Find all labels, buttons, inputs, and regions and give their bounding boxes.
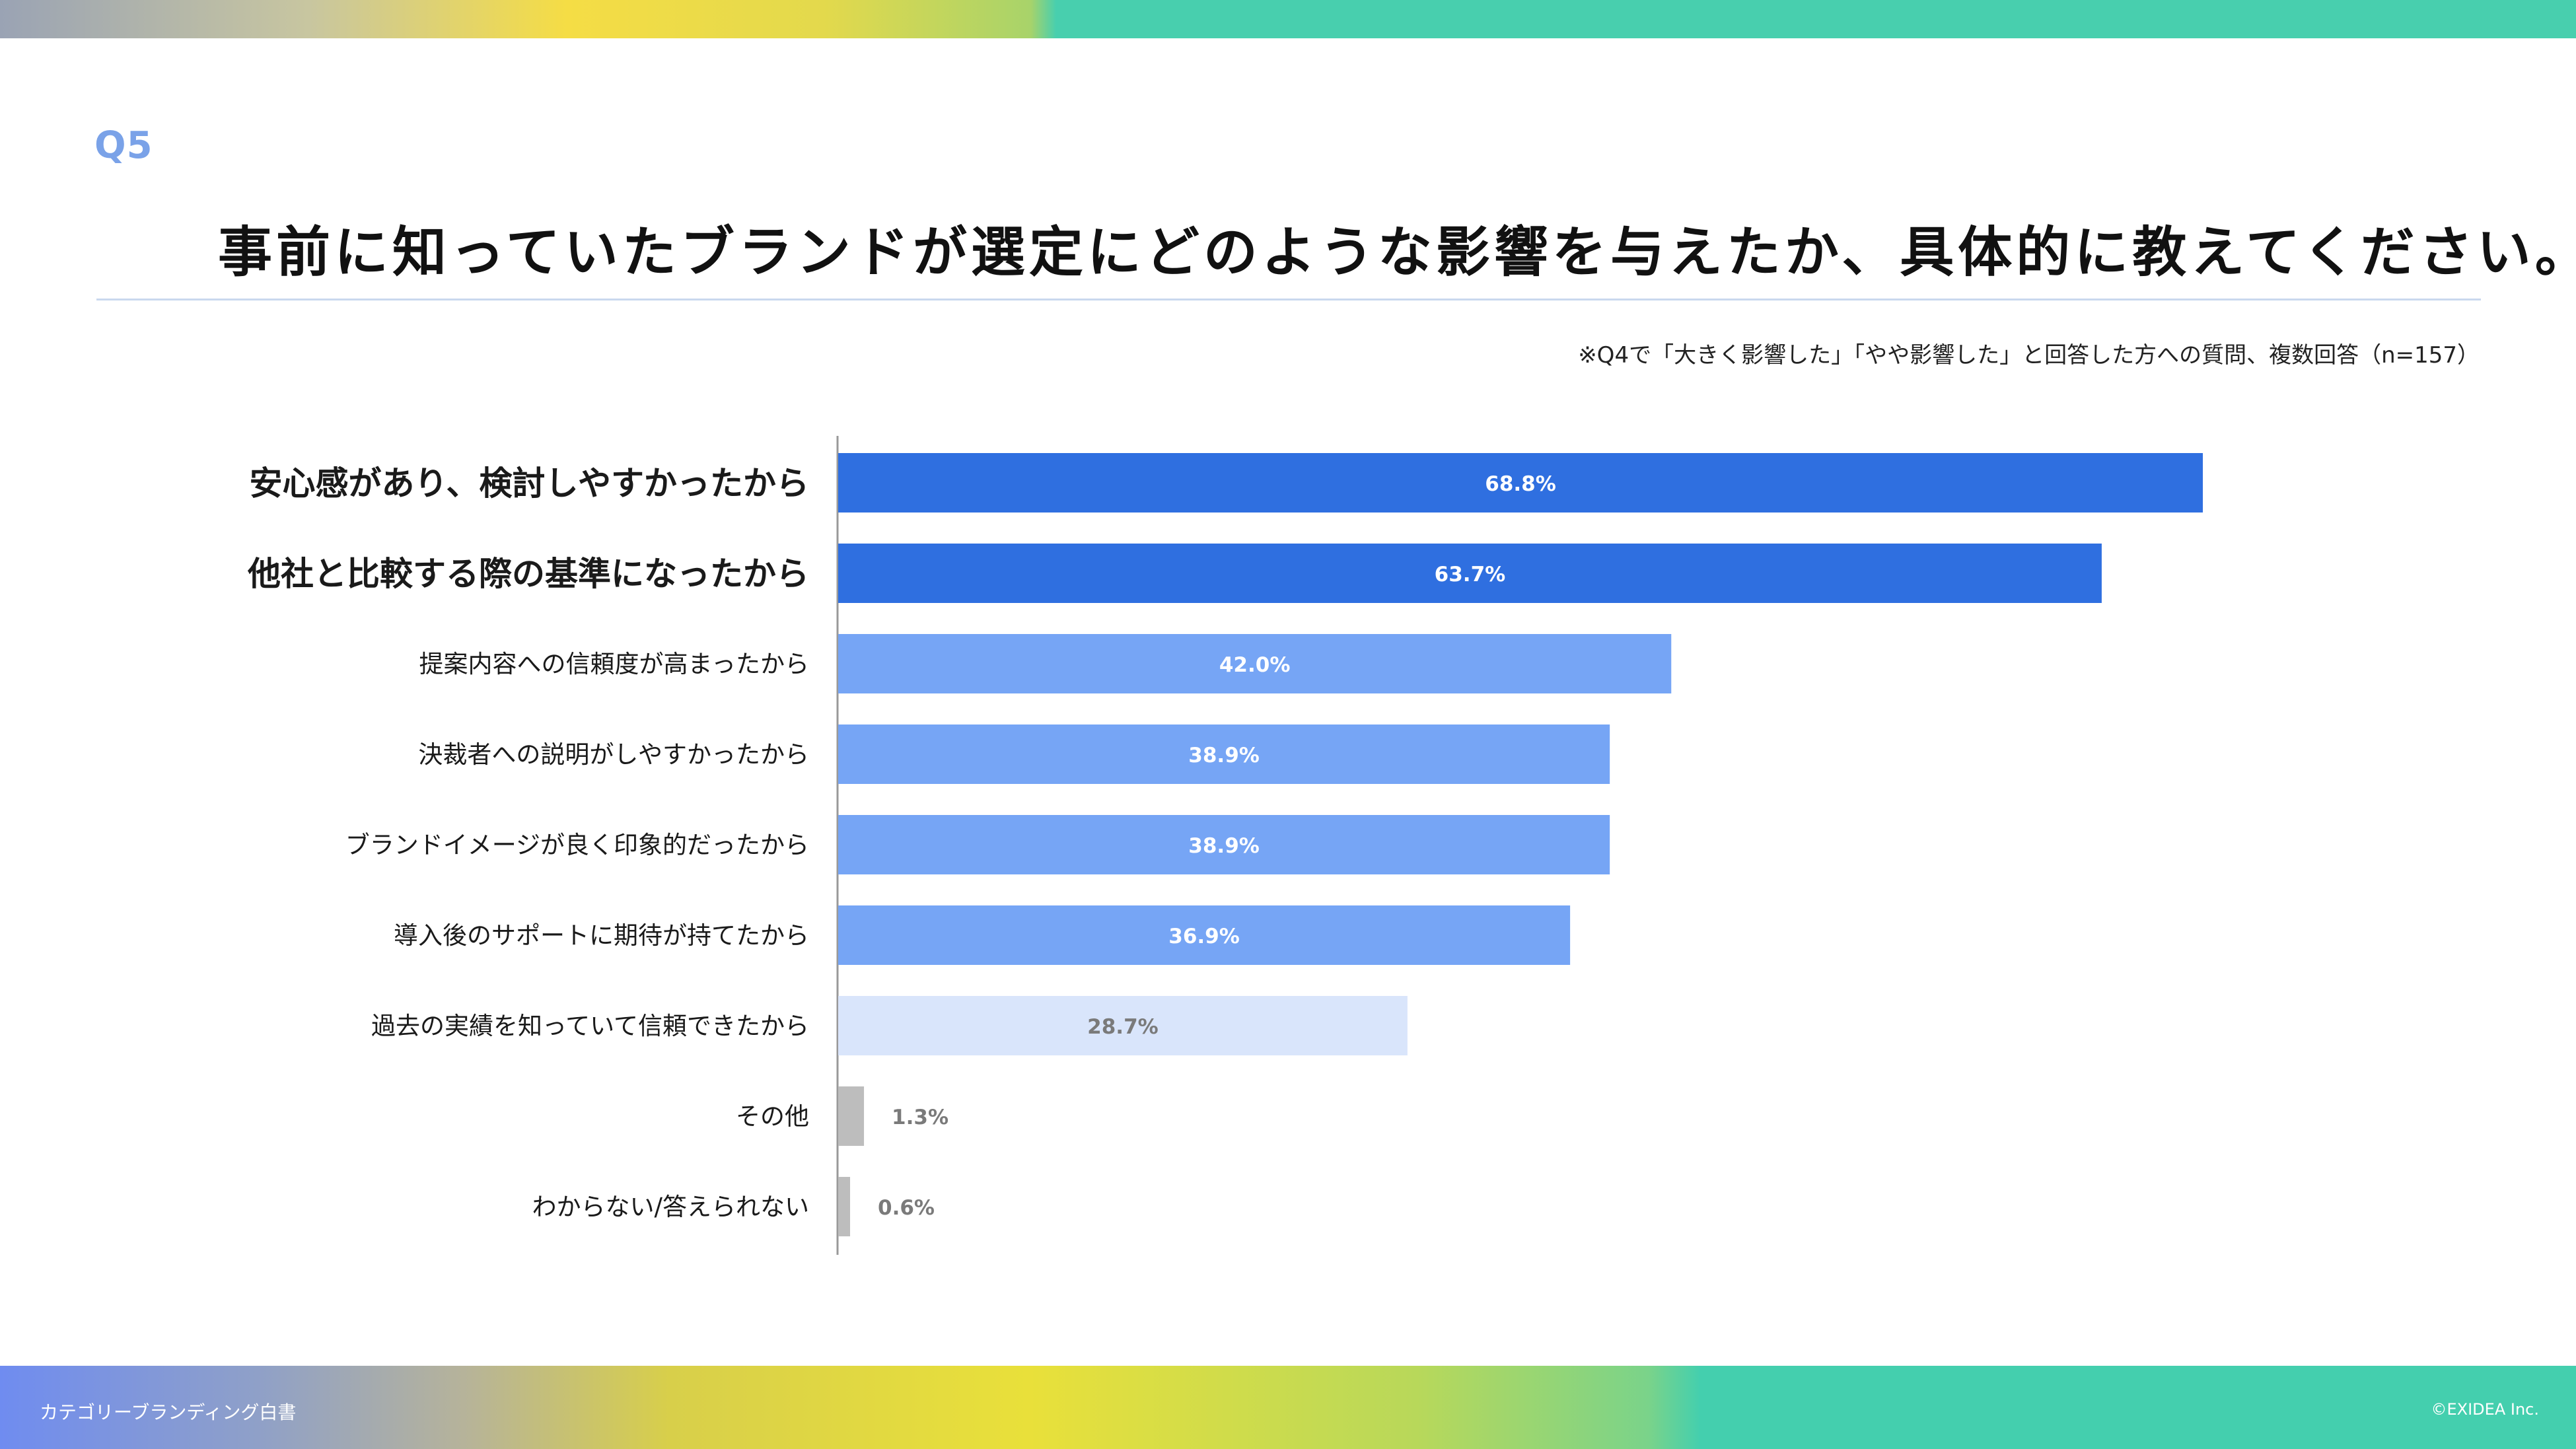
data-label: 68.8% [1485,472,1556,496]
data-label: 28.7% [1087,1015,1159,1039]
bar [838,996,1408,1055]
bar [838,453,2203,512]
data-label: 0.6% [878,1196,935,1220]
bar [838,905,1571,965]
data-label: 38.9% [1188,744,1260,767]
category-label: 過去の実績を知っていて信頼できたから [371,1012,809,1040]
question-number: Q5 [94,124,153,167]
data-label: 42.0% [1219,653,1291,677]
data-label: 63.7% [1435,563,1506,586]
top-decorative-band [0,0,2576,38]
bar [838,815,1610,874]
data-label: 38.9% [1188,834,1260,858]
bar [838,1086,865,1146]
title-divider [96,299,2481,300]
category-label: 決裁者への説明がしやすかったから [418,740,809,769]
bar [838,725,1610,784]
category-label: ブランドイメージが良く印象的だったから [345,831,809,859]
footer-publication-title: カテゴリーブランディング白書 [40,1401,297,1423]
bottom-decorative-band [0,1366,2576,1449]
category-label: 安心感があり、検討しやすかったから [250,464,810,503]
category-label: 他社と比較する際の基準になったから [247,555,809,593]
category-label: 導入後のサポートに期待が持てたから [394,921,809,950]
category-label: その他 [736,1102,809,1131]
footer-copyright: ©EXIDEA Inc. [2431,1400,2540,1419]
data-label: 36.9% [1168,925,1240,948]
category-label: わからない/答えられない [532,1193,809,1221]
bar [838,544,2102,603]
bar [838,1177,851,1236]
bar [838,634,1672,693]
data-label: 1.3% [892,1106,948,1129]
page-title: 事前に知っていたブランドが選定にどのような影響を与えたか、具体的に教えてください… [218,221,2576,284]
sample-note: ※Q4で「大きく影響した」「やや影響した」と回答した方への質問、複数回答（n=1… [1578,342,2480,369]
category-label: 提案内容への信頼度が高まったから [419,650,809,678]
